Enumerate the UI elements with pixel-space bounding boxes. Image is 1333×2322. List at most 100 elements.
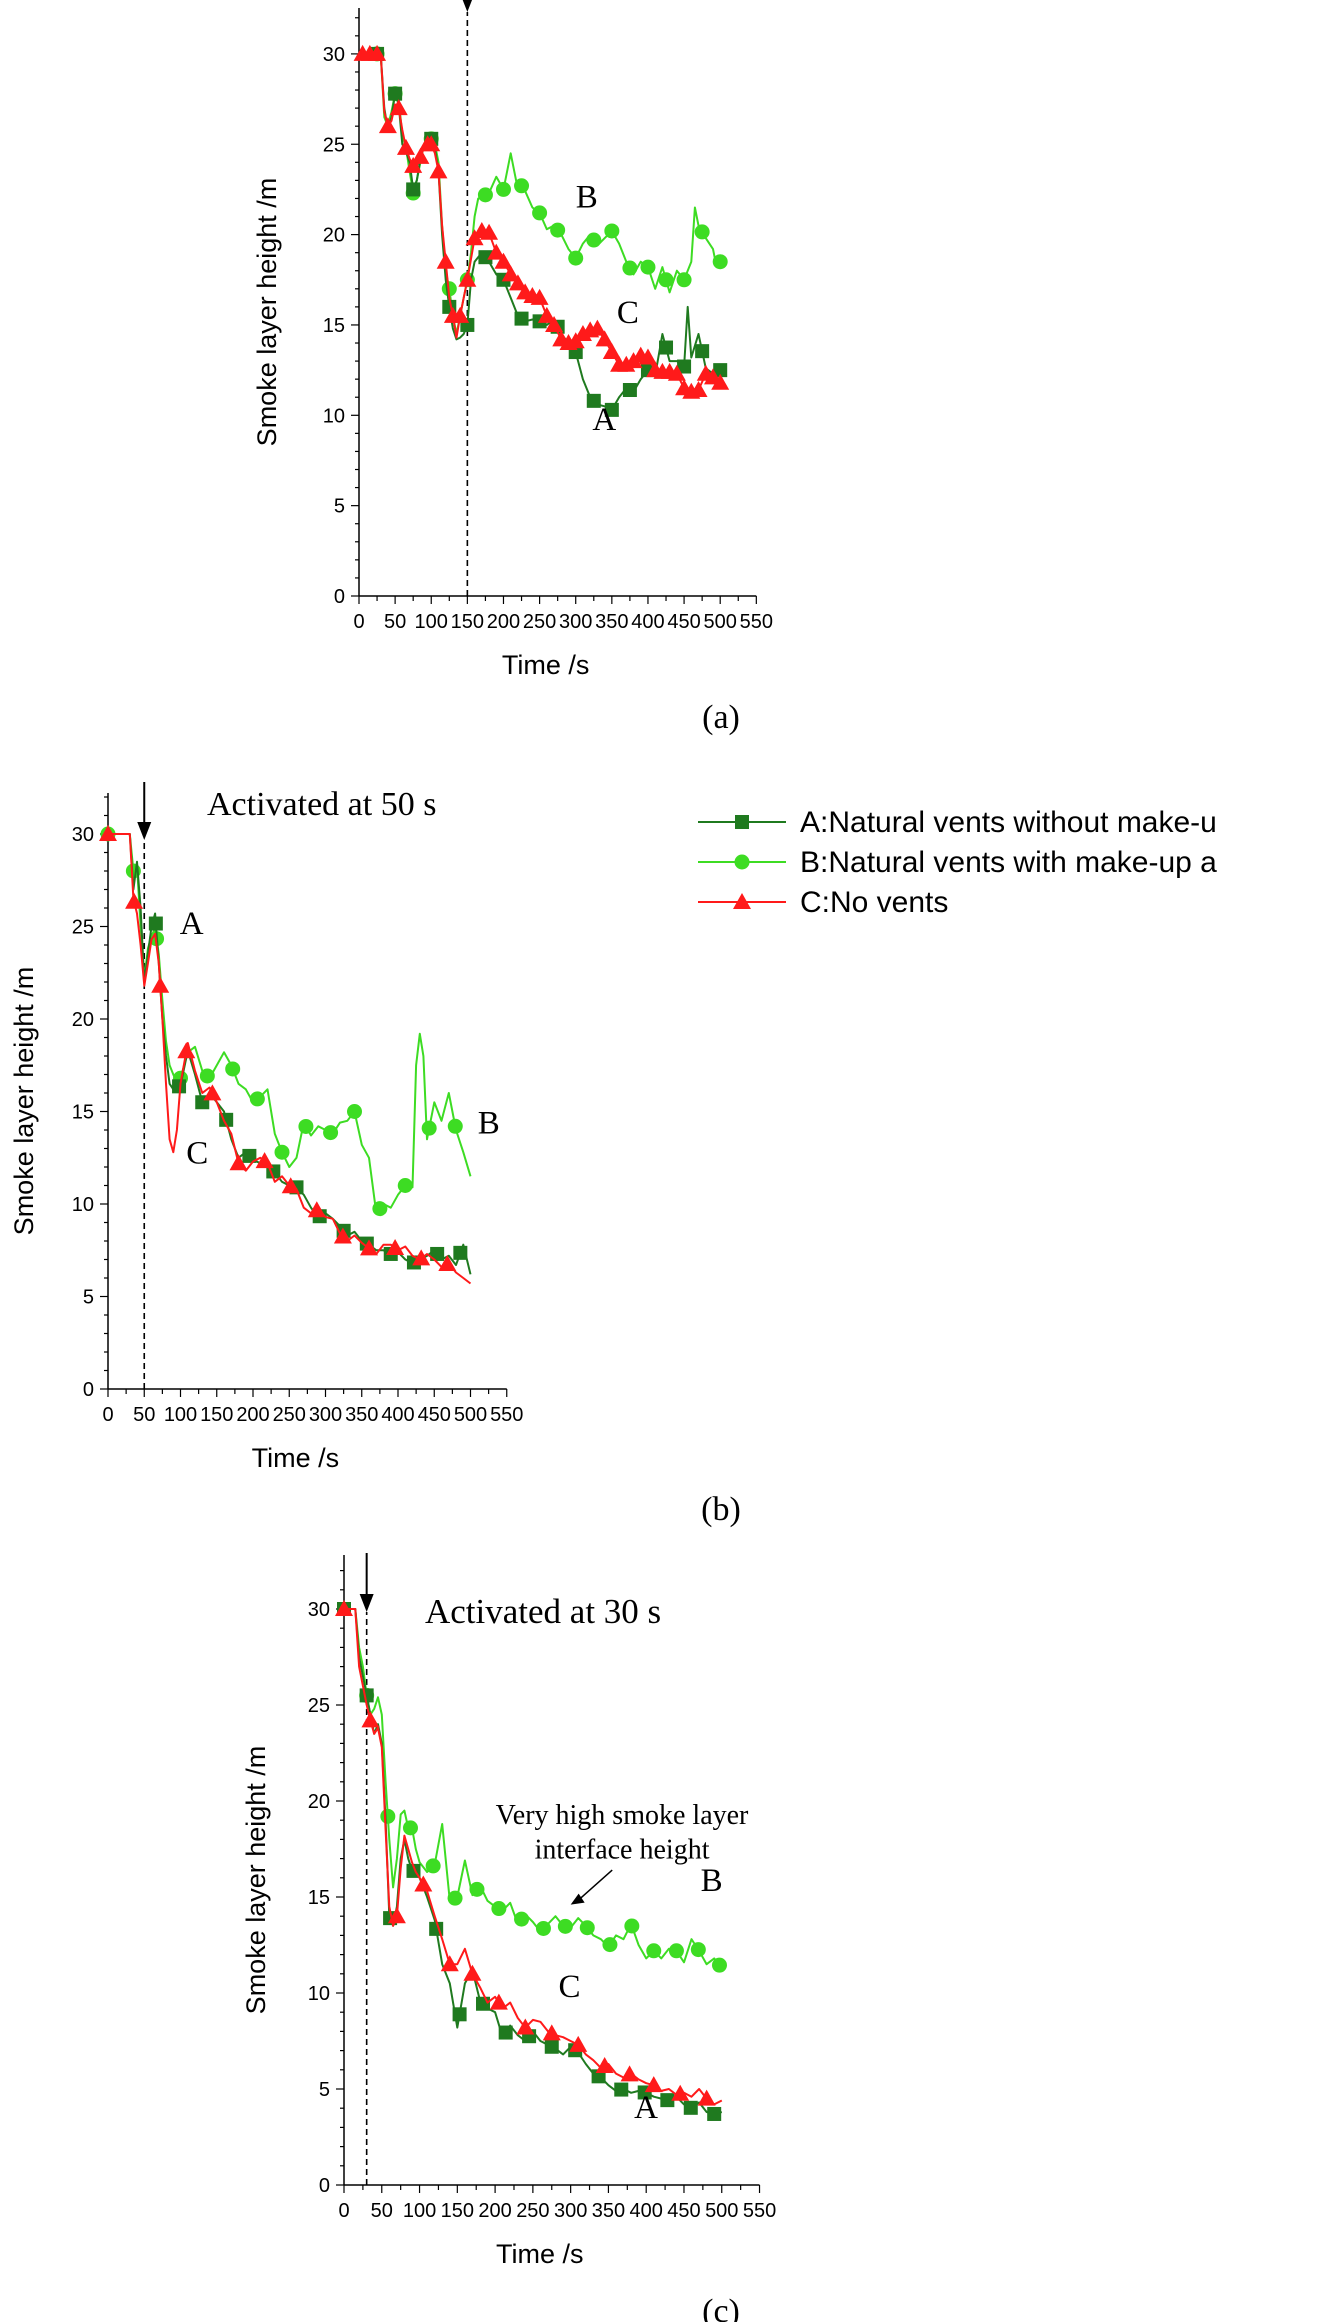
series-A [359, 46, 728, 417]
series-B-point [514, 178, 530, 194]
series-B-point [469, 1881, 485, 1897]
y-tick-label: 0 [334, 586, 345, 608]
annotation: A [180, 906, 204, 942]
y-tick-label: 25 [72, 917, 94, 939]
x-tick-label: 450 [667, 2200, 700, 2222]
x-tick-label: 300 [309, 1404, 342, 1426]
x-tick-label: 350 [345, 1404, 378, 1426]
series-A-line [108, 833, 472, 1275]
series-B-point [694, 224, 710, 240]
series-B-point [535, 1920, 551, 1936]
legend-label: A:Natural vents without make-u [800, 806, 1217, 839]
activation-arrow-head [462, 0, 473, 12]
x-tick-label: 350 [595, 611, 628, 633]
series-C-point [489, 1993, 508, 2010]
series-A-point [586, 393, 601, 408]
series-B-point [249, 1091, 265, 1107]
series-B-point [491, 1901, 507, 1917]
series-A-point [388, 86, 403, 101]
x-tick-label: 450 [667, 611, 700, 633]
series-C-point [671, 2084, 690, 2101]
legend: A:Natural vents without make-u B:Natural … [698, 806, 1217, 919]
series-A-point [430, 1246, 445, 1261]
series-C-point [569, 2035, 588, 2052]
annotation: A [592, 402, 616, 438]
series-C-point [389, 99, 408, 116]
series-C-line [108, 833, 472, 1285]
x-tick-label: 400 [381, 1404, 414, 1426]
series-B-point [624, 1918, 640, 1934]
x-tick-label: 50 [371, 2200, 393, 2222]
series-C [99, 825, 472, 1285]
series-B-point [347, 1104, 362, 1119]
series-A-point [148, 916, 163, 931]
series-B-point [622, 260, 638, 276]
series-A-point [677, 359, 692, 374]
series-C-point [620, 2065, 639, 2082]
panel-label: (a) [702, 699, 740, 736]
x-tick-label: 300 [559, 611, 592, 633]
series-C-point [307, 1201, 326, 1218]
series-C-point [368, 44, 387, 61]
x-axis-title: Time /s [496, 2239, 584, 2269]
series-B-point [676, 272, 692, 288]
note-pointer-head [570, 1893, 585, 1905]
y-tick-label: 20 [308, 1791, 330, 1813]
x-tick-label: 250 [516, 2200, 549, 2222]
series-A-point [172, 1079, 187, 1094]
series-C-point [151, 976, 170, 993]
series-B-point [514, 1911, 530, 1927]
panel-a: 0 50 100 150 200 250 300 350 400 450 500 550 0 5 10 15 2… [252, 0, 773, 736]
annotation: Very high smoke layer [496, 1800, 749, 1831]
series-C-point [537, 306, 556, 323]
x-tick-label: 550 [743, 2200, 776, 2222]
series-C-point [396, 138, 415, 155]
series-B [100, 826, 472, 1217]
y-tick-label: 0 [319, 2175, 330, 2197]
series-B-point [557, 1918, 573, 1934]
y-axis-title: Smoke layer height /m [252, 178, 282, 447]
series-B-point [668, 1943, 684, 1959]
panel-label: (b) [701, 1491, 741, 1528]
series-A-point [713, 363, 728, 378]
activation-label: Activated at 30 s [425, 1592, 661, 1631]
x-tick-label: 250 [523, 611, 556, 633]
x-tick-label: 0 [102, 1404, 113, 1426]
series-A-point [476, 1996, 491, 2011]
series-C-point [412, 1249, 431, 1266]
series-C-point [480, 223, 499, 240]
series-C-point [516, 2018, 535, 2035]
panel-c: 0 50 100 150 200 250 300 350 400 450 500 550 0 5 10 15 2… [241, 1553, 776, 2322]
annotation: C [617, 295, 639, 331]
legend-item-C: C:No vents [698, 886, 948, 919]
series-C-point [438, 1254, 457, 1271]
activation-label: Activated at 50 s [207, 786, 436, 823]
annotation: C [559, 1969, 581, 2005]
series-A-point [453, 1245, 468, 1260]
series-A-point [478, 250, 493, 265]
x-tick-label: 100 [164, 1404, 197, 1426]
x-tick-label: 100 [415, 611, 448, 633]
series-A [108, 833, 472, 1275]
y-tick-label: 10 [323, 405, 345, 427]
series-C-point [411, 147, 430, 164]
series-A-point [242, 1148, 257, 1163]
x-axis-title: Time /s [252, 1443, 340, 1473]
series-C-point [689, 381, 708, 398]
series-B-point [586, 232, 602, 248]
series-C-point [378, 117, 397, 134]
series-B-point [602, 1937, 618, 1953]
series-C-point [508, 274, 527, 291]
series-C-point [440, 1955, 459, 1972]
annotation: B [576, 179, 598, 215]
series-C [353, 44, 730, 399]
series-B-point [447, 1890, 463, 1906]
series-C-point [458, 270, 477, 287]
annotation: interface height [535, 1835, 710, 1866]
y-tick-label: 0 [83, 1379, 94, 1401]
series-A-point [622, 383, 637, 398]
x-tick-label: 350 [592, 2200, 625, 2222]
series-A-point [614, 2082, 629, 2097]
x-tick-label: 400 [631, 611, 664, 633]
